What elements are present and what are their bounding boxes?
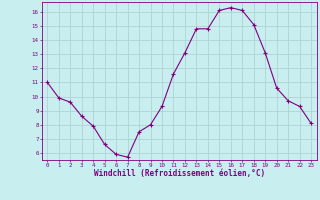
X-axis label: Windchill (Refroidissement éolien,°C): Windchill (Refroidissement éolien,°C) — [94, 169, 265, 178]
